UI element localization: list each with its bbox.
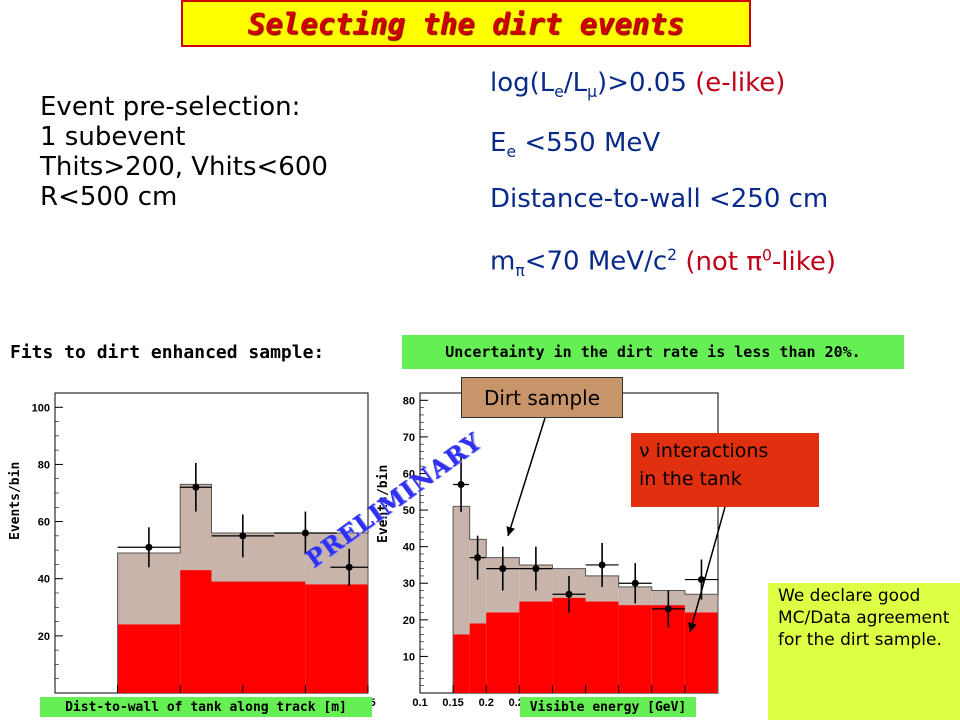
plot-distance-to-wall: 204060801000.511.522.5 (32, 392, 376, 709)
nu-bar (684, 612, 718, 693)
cut-note: (not (685, 246, 747, 277)
data-point (631, 579, 639, 587)
preselection-line: 1 subevent (40, 122, 186, 152)
y-tick-label: 20 (38, 631, 50, 643)
nu-bar (305, 584, 368, 693)
data-point (145, 543, 153, 551)
y-tick-label: 60 (38, 517, 50, 529)
nu-label-line: in the tank (639, 468, 742, 490)
nu-bar (618, 605, 652, 693)
cut-loglikelihood: log(Le/Lμ)>0.05 (e-like) (490, 68, 785, 101)
y-tick-label: 70 (403, 432, 415, 444)
preselection-line: Thits>200, Vhits<600 (40, 152, 328, 182)
y-tick-label: 20 (403, 615, 415, 627)
x-tick-label: 0.1 (412, 697, 427, 709)
data-point (192, 483, 200, 491)
nu-bar (519, 601, 553, 693)
uncertainty-note: Uncertainty in the dirt rate is less tha… (402, 335, 904, 369)
cut-sup: 2 (667, 246, 678, 264)
preselection-line: R<500 cm (40, 182, 178, 212)
cut-text: m (490, 246, 516, 277)
y-tick-label: 80 (403, 395, 415, 407)
data-point (565, 590, 573, 598)
cut-text: /L (563, 68, 588, 98)
data-point (532, 565, 540, 573)
nu-bar (211, 581, 306, 693)
y-tick-label: 30 (403, 578, 415, 590)
data-point (301, 529, 309, 537)
cut-text: log(L (490, 68, 555, 98)
nu-bar (453, 634, 470, 693)
cut-note: 0 (761, 246, 772, 264)
cut-text: E (490, 128, 507, 158)
y-axis-label-left: Events/bin (8, 461, 23, 540)
nu-interactions-label: ν interactions in the tank (631, 433, 819, 507)
nu-bar (180, 570, 212, 693)
nu-arrow (688, 506, 726, 633)
cut-text: )>0.05 (597, 68, 687, 98)
y-tick-label: 40 (403, 542, 415, 554)
page-title: Selecting the dirt events (247, 6, 685, 41)
nu-bar (117, 624, 181, 693)
dirt-arrow (506, 417, 546, 537)
dirt-sample-label: Dirt sample (461, 377, 623, 418)
data-point (697, 576, 705, 584)
y-tick-label: 10 (403, 651, 415, 663)
cut-energy: Ee <550 MeV (490, 128, 660, 161)
data-point (474, 554, 482, 562)
cut-pi0-mass: mπ<70 MeV/c2 (not π0-like) (490, 246, 836, 280)
nu-bar (486, 612, 520, 693)
cut-note: -like) (771, 246, 836, 277)
data-point (239, 532, 247, 540)
cut-sub: π (515, 261, 525, 280)
title-banner: Selecting the dirt events (181, 0, 751, 47)
data-point (664, 605, 672, 613)
nu-bar (469, 623, 487, 693)
total-outline (117, 483, 369, 693)
data-point (457, 480, 465, 488)
cut-note: (e-like) (695, 68, 786, 98)
data-point (598, 561, 606, 569)
cut-note: π (746, 246, 762, 277)
cut-sub: e (506, 143, 517, 162)
y-tick-label: 80 (38, 459, 50, 471)
x-axis-label-left: Dist-to-wall of tank along track [m] (40, 697, 372, 717)
y-tick-label: 50 (403, 505, 415, 517)
y-tick-label: 60 (403, 468, 415, 480)
data-point (499, 565, 507, 573)
cut-text: <70 MeV/c (524, 246, 668, 277)
y-tick-label: 100 (32, 402, 50, 414)
cut-distance: Distance-to-wall <250 cm (490, 184, 828, 214)
x-tick-label: 0.2 (479, 697, 494, 709)
cut-sub: μ (587, 83, 598, 102)
conclusion-note: We declare good MC/Data agreement for th… (768, 583, 960, 720)
x-axis-label-right: Visible energy [GeV] (520, 697, 696, 717)
nu-label-line: ν interactions (639, 440, 769, 462)
x-tick-label: 0.15 (442, 697, 463, 709)
cut-sub: e (554, 83, 564, 102)
plot-visible-energy: 10203040506070800.10.150.20.250.30.350.4… (403, 392, 719, 709)
nu-bar (552, 597, 586, 693)
cut-text: <550 MeV (524, 128, 661, 158)
fits-label: Fits to dirt enhanced sample: (10, 342, 325, 363)
total-outline (452, 505, 719, 693)
preselection-heading: Event pre-selection: (40, 92, 301, 122)
nu-bar (585, 601, 619, 693)
y-tick-label: 40 (38, 574, 50, 586)
annotation-arrows (506, 417, 726, 633)
cut-text: Distance-to-wall <250 cm (490, 184, 829, 214)
preselection-block: Event pre-selection: 1 subevent Thits>20… (40, 92, 328, 212)
data-point (345, 563, 353, 571)
